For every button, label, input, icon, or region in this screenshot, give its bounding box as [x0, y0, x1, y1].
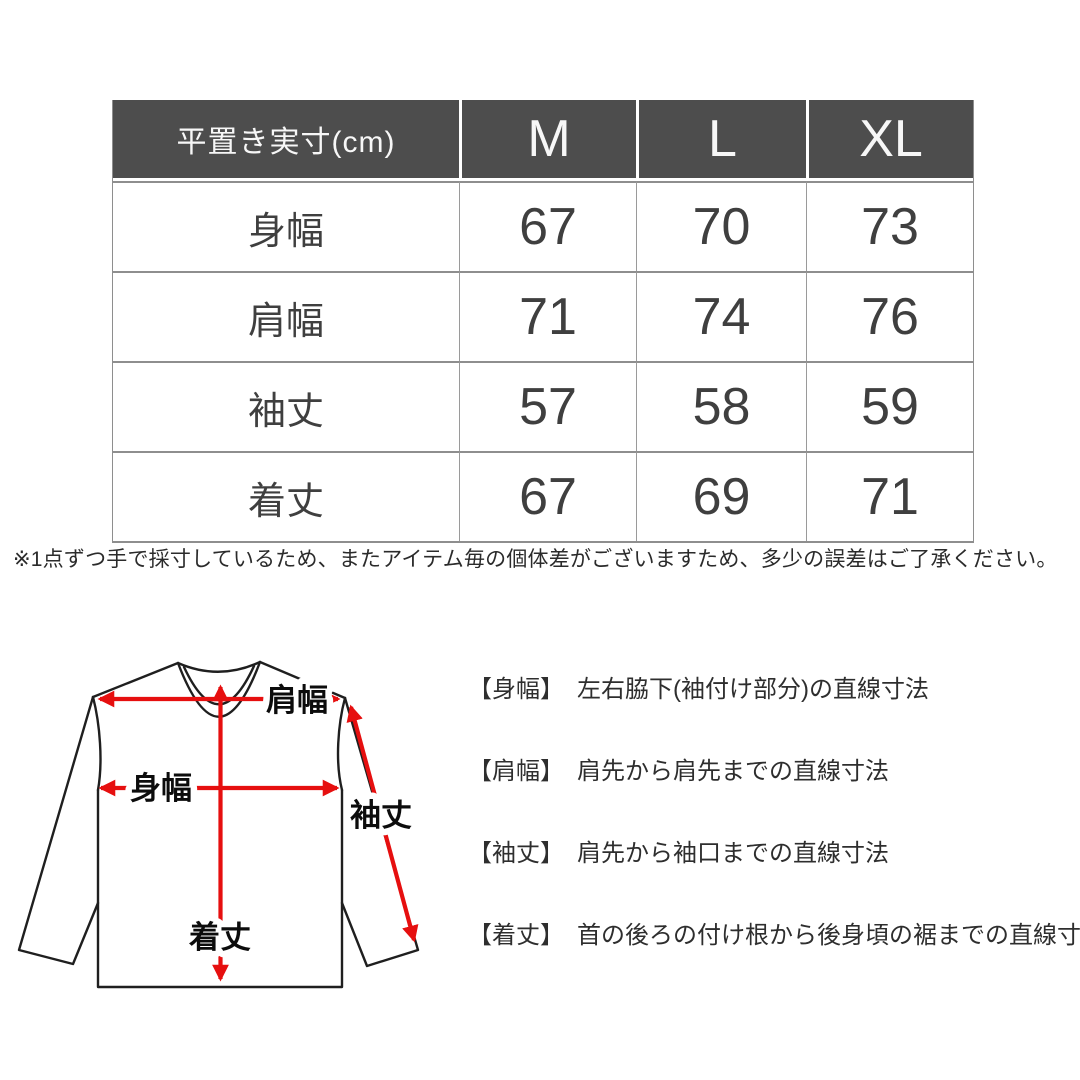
definition-garment-length: 【着丈】 首の後ろの付け根から後身頃の裾までの直線寸法 — [468, 923, 1080, 949]
size-table: 平置き実寸(cm) M L XL 身幅 67 70 73 肩幅 71 74 76… — [112, 100, 974, 543]
cell-value: 71 — [459, 271, 636, 361]
measurement-disclaimer-note: ※1点ずつ手で採寸しているため、またアイテム毎の個体差がございますため、多少の誤… — [13, 548, 1058, 571]
definition-term: 【着丈】 — [468, 922, 564, 949]
shoulder-width-label: 肩幅 — [266, 683, 328, 718]
cell-value: 69 — [636, 451, 806, 541]
definition-desc: 肩先から袖口までの直線寸法 — [577, 840, 889, 867]
header-size-xl: XL — [806, 100, 973, 181]
table-row-garment-length: 着丈 67 69 71 — [113, 451, 973, 541]
arrow-labels: 肩幅 身幅 着丈 袖丈 — [124, 677, 419, 962]
body-width-label: 身幅 — [130, 771, 192, 806]
definition-term: 【袖丈】 — [468, 840, 564, 867]
shirt-measurement-diagram: 肩幅 身幅 着丈 袖丈 — [17, 660, 420, 989]
sleeve-length-label: 袖丈 — [350, 798, 412, 833]
cell-value: 73 — [806, 181, 973, 271]
definition-desc: 首の後ろの付け根から後身頃の裾までの直線寸法 — [577, 922, 1080, 949]
definition-desc: 肩先から肩先までの直線寸法 — [577, 758, 889, 785]
cell-value: 74 — [636, 271, 806, 361]
right-armhole-curve — [336, 696, 347, 792]
table-row-body-width: 身幅 67 70 73 — [113, 181, 973, 271]
header-size-m: M — [459, 100, 636, 181]
row-label: 身幅 — [113, 181, 459, 271]
cell-value: 70 — [636, 181, 806, 271]
header-size-l: L — [636, 100, 806, 181]
cell-value: 58 — [636, 361, 806, 451]
definition-shoulder-width: 【肩幅】 肩先から肩先までの直線寸法 — [468, 759, 1080, 785]
cell-value: 57 — [459, 361, 636, 451]
measurement-definitions: 【身幅】 左右脇下(袖付け部分)の直線寸法 【肩幅】 肩先から肩先までの直線寸法 【… — [468, 677, 1080, 1005]
definition-term: 【身幅】 — [468, 676, 564, 703]
size-table-header-row: 平置き実寸(cm) M L XL — [113, 100, 973, 181]
row-label: 肩幅 — [113, 271, 459, 361]
left-shoulder-seam — [91, 661, 180, 699]
row-label: 着丈 — [113, 451, 459, 541]
left-sleeve — [17, 695, 100, 966]
definition-desc: 左右脇下(袖付け部分)の直線寸法 — [577, 676, 929, 703]
definition-body-width: 【身幅】 左右脇下(袖付け部分)の直線寸法 — [468, 677, 1080, 703]
cell-value: 67 — [459, 451, 636, 541]
table-row-sleeve-length: 袖丈 57 58 59 — [113, 361, 973, 451]
row-label: 袖丈 — [113, 361, 459, 451]
left-armhole-curve — [91, 695, 102, 792]
measurement-arrows — [97, 684, 419, 982]
definition-sleeve-length: 【袖丈】 肩先から袖口までの直線寸法 — [468, 841, 1080, 867]
definition-term: 【肩幅】 — [468, 758, 564, 785]
garment-length-label: 着丈 — [188, 920, 251, 955]
header-dimension-label: 平置き実寸(cm) — [113, 100, 459, 181]
cell-value: 71 — [806, 451, 973, 541]
table-row-shoulder-width: 肩幅 71 74 76 — [113, 271, 973, 361]
cell-value: 76 — [806, 271, 973, 361]
cell-value: 59 — [806, 361, 973, 451]
back-neck-curve — [176, 660, 262, 673]
cell-value: 67 — [459, 181, 636, 271]
sleeve-length-arrow — [346, 704, 419, 943]
body-and-hem — [96, 788, 344, 989]
